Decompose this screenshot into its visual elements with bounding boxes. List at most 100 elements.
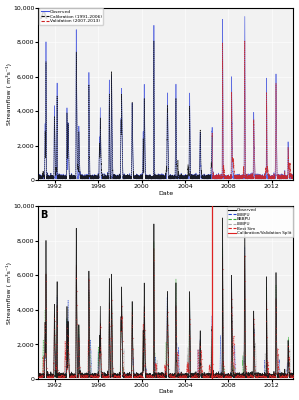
Point bbox=[269, 373, 273, 379]
Point bbox=[45, 373, 50, 380]
Point bbox=[83, 373, 88, 380]
Point bbox=[187, 332, 192, 338]
Point bbox=[38, 373, 43, 380]
Point bbox=[239, 374, 244, 380]
Point bbox=[273, 374, 278, 380]
Point bbox=[241, 373, 246, 379]
Point bbox=[176, 374, 181, 380]
Point bbox=[84, 372, 89, 379]
Point bbox=[217, 374, 222, 380]
Point bbox=[237, 374, 242, 380]
Point bbox=[288, 373, 292, 380]
Point bbox=[279, 372, 284, 378]
Point bbox=[217, 374, 222, 380]
Point bbox=[141, 362, 146, 368]
Point bbox=[82, 374, 87, 380]
Point bbox=[215, 371, 219, 378]
Point bbox=[129, 324, 134, 330]
Point bbox=[72, 373, 77, 380]
Point bbox=[195, 374, 199, 380]
Point bbox=[198, 344, 203, 350]
Point bbox=[198, 342, 202, 349]
Point bbox=[253, 373, 258, 380]
Point bbox=[181, 374, 186, 380]
Point bbox=[129, 371, 134, 377]
Point bbox=[253, 374, 257, 380]
Point bbox=[111, 373, 116, 379]
Point bbox=[231, 372, 236, 378]
Point bbox=[172, 374, 177, 380]
Point bbox=[245, 372, 250, 379]
Point bbox=[181, 372, 186, 379]
Point bbox=[172, 373, 176, 379]
Point bbox=[39, 372, 44, 379]
Point bbox=[130, 322, 135, 328]
Point bbox=[115, 372, 119, 379]
Point bbox=[101, 374, 106, 380]
Point bbox=[262, 372, 267, 379]
Point bbox=[78, 373, 83, 379]
Point bbox=[258, 373, 263, 380]
Point bbox=[278, 373, 283, 379]
Point bbox=[211, 372, 216, 379]
Point bbox=[150, 373, 155, 379]
Point bbox=[212, 373, 217, 380]
Point bbox=[45, 374, 50, 380]
Point bbox=[40, 373, 45, 380]
Point bbox=[185, 366, 190, 372]
Point bbox=[277, 372, 281, 378]
Point bbox=[287, 369, 292, 375]
Point bbox=[255, 373, 260, 380]
Point bbox=[254, 373, 258, 380]
Point bbox=[192, 372, 197, 379]
Point bbox=[240, 373, 245, 379]
Point bbox=[227, 373, 232, 380]
Point bbox=[93, 373, 97, 379]
Point bbox=[191, 374, 196, 380]
Point bbox=[122, 372, 127, 379]
Point bbox=[158, 373, 163, 380]
Point bbox=[101, 374, 106, 380]
Point bbox=[43, 351, 48, 357]
Point bbox=[95, 374, 100, 380]
Point bbox=[199, 364, 203, 370]
Point bbox=[162, 374, 167, 380]
Point bbox=[115, 373, 120, 380]
Point bbox=[165, 327, 170, 333]
Point bbox=[244, 374, 249, 380]
Point bbox=[281, 372, 286, 379]
Point bbox=[77, 368, 82, 375]
Point bbox=[248, 373, 253, 380]
Point bbox=[147, 373, 152, 380]
Point bbox=[189, 374, 193, 380]
Point bbox=[169, 373, 173, 380]
Point bbox=[152, 307, 157, 314]
Point bbox=[274, 309, 279, 315]
Point bbox=[75, 353, 80, 359]
Point bbox=[285, 371, 290, 378]
Point bbox=[221, 349, 225, 356]
Point bbox=[42, 372, 47, 378]
Point bbox=[52, 331, 57, 338]
Point bbox=[122, 371, 127, 377]
Point bbox=[264, 318, 269, 324]
Point bbox=[146, 372, 151, 378]
Point bbox=[118, 368, 123, 374]
Point bbox=[90, 373, 95, 380]
Point bbox=[229, 359, 234, 365]
Point bbox=[281, 374, 286, 380]
Point bbox=[83, 372, 88, 378]
Point bbox=[190, 373, 195, 380]
Point bbox=[101, 374, 106, 380]
X-axis label: Date: Date bbox=[158, 191, 173, 196]
Point bbox=[76, 364, 81, 370]
Point bbox=[128, 374, 133, 380]
Point bbox=[232, 355, 237, 362]
Point bbox=[209, 374, 213, 380]
Point bbox=[185, 362, 190, 368]
Point bbox=[86, 340, 91, 347]
Point bbox=[176, 362, 181, 369]
Point bbox=[126, 374, 130, 380]
Point bbox=[188, 356, 193, 363]
Point bbox=[290, 374, 295, 380]
